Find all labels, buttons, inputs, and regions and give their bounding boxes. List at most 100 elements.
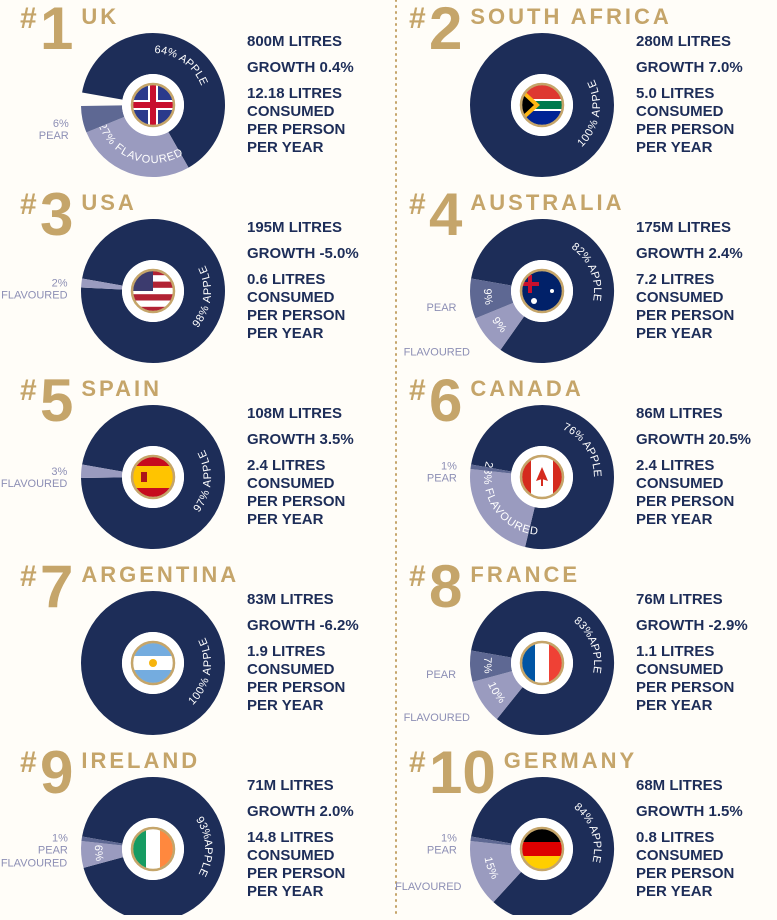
stat-line: PER YEAR [247, 883, 324, 900]
donut-segment [102, 468, 103, 478]
segment-label: 7% [481, 657, 494, 675]
rank-number: 7 [40, 553, 73, 620]
stat-line: 1.9 LITRES [247, 643, 325, 660]
segment-label-path: 7% [481, 657, 494, 675]
country-name: SOUTH AFRICA [470, 4, 671, 29]
donut-segment [102, 282, 103, 288]
country-name: SPAIN [81, 376, 162, 401]
stat-line: PER PERSON [636, 121, 734, 138]
segment-outer-label: PEAR [426, 669, 456, 681]
country-name: IRELAND [81, 748, 200, 773]
flag-part [149, 659, 157, 667]
stat-line: GROWTH 2.0% [247, 803, 354, 820]
stat-line: PER YEAR [636, 511, 713, 528]
stat-line: PER PERSON [247, 307, 345, 324]
rank-symbol: # [20, 188, 37, 221]
stat-line: 108M LITRES [247, 405, 342, 422]
stat-line: PER YEAR [636, 325, 713, 342]
segment-outer-label: PEAR [427, 302, 457, 314]
stat-line: CONSUMED [247, 289, 335, 306]
stat-line: CONSUMED [247, 661, 335, 678]
stat-line: 2.4 LITRES [636, 457, 714, 474]
stat-line: PER PERSON [247, 679, 345, 696]
segment-outer-label: FLAVOURED [404, 347, 470, 359]
stat-line: GROWTH 2.4% [636, 245, 743, 262]
rank-symbol: # [409, 374, 426, 407]
stat-line: 0.8 LITRES [636, 829, 714, 846]
rank-number: 10 [429, 739, 496, 806]
stat-line: 14.8 LITRES [247, 829, 334, 846]
rank-number: 6 [429, 367, 462, 434]
rank-number: 8 [429, 553, 462, 620]
flag-part [541, 479, 543, 486]
rank-number: 5 [40, 367, 73, 434]
rank-symbol: # [409, 188, 426, 221]
flag-part [131, 102, 175, 108]
stat-line: GROWTH 0.4% [247, 59, 354, 76]
segment-outer-label: 1% [441, 461, 457, 473]
segment-outer-label: 1% [441, 833, 457, 845]
segment-outer-label: FLAVOURED [404, 712, 470, 724]
stat-line: PER PERSON [636, 493, 734, 510]
stat-line: 0.6 LITRES [247, 271, 325, 288]
rank-symbol: # [20, 374, 37, 407]
stat-line: PER YEAR [247, 139, 324, 156]
country-name: AUSTRALIA [470, 190, 624, 215]
stat-line: 800M LITRES [247, 33, 342, 50]
stat-line: 5.0 LITRES [636, 85, 714, 102]
flag-part [550, 289, 554, 293]
rank-symbol: # [20, 2, 37, 35]
stat-line: PER PERSON [636, 307, 734, 324]
segment-label-path: 9% [481, 288, 495, 306]
flag-part [535, 641, 549, 685]
segment-label-path: 6% [92, 845, 105, 863]
stat-line: PER YEAR [247, 325, 324, 342]
stat-line: PER PERSON [636, 679, 734, 696]
stat-line: PER PERSON [247, 865, 345, 882]
flag-part [531, 298, 537, 304]
stat-line: PER YEAR [636, 697, 713, 714]
stat-line: CONSUMED [636, 103, 724, 120]
rank-symbol: # [409, 746, 426, 779]
stat-line: 86M LITRES [636, 405, 723, 422]
country-name: FRANCE [470, 562, 580, 587]
rank-symbol: # [20, 746, 37, 779]
stat-line: GROWTH -6.2% [247, 617, 359, 634]
stat-line: CONSUMED [247, 103, 335, 120]
stat-line: GROWTH 1.5% [636, 803, 743, 820]
stat-line: 76M LITRES [636, 591, 723, 608]
segment-outer-label: PEAR [38, 845, 68, 857]
segment-outer-label: 3% [51, 466, 67, 478]
flag-part [520, 842, 564, 856]
segment-label: 9% [481, 288, 495, 306]
segment-outer-label: FLAVOURED [1, 858, 67, 870]
stat-line: 175M LITRES [636, 219, 731, 236]
stat-line: PER YEAR [636, 883, 713, 900]
country-name: USA [81, 190, 136, 215]
stat-line: PER YEAR [636, 139, 713, 156]
rank-symbol: # [20, 560, 37, 593]
stat-line: 68M LITRES [636, 777, 723, 794]
stat-line: GROWTH 3.5% [247, 431, 354, 448]
stat-line: PER PERSON [247, 493, 345, 510]
stat-line: CONSUMED [636, 661, 724, 678]
stat-line: 12.18 LITRES [247, 85, 342, 102]
flag-part [131, 466, 175, 488]
country-name: CANADA [470, 376, 583, 401]
segment-outer-label: PEAR [39, 130, 69, 142]
stat-line: CONSUMED [636, 475, 724, 492]
flag-part [131, 294, 175, 300]
stat-line: PER PERSON [636, 865, 734, 882]
stat-line: 7.2 LITRES [636, 271, 714, 288]
stat-line: CONSUMED [636, 847, 724, 864]
stat-line: 83M LITRES [247, 591, 334, 608]
stat-line: 280M LITRES [636, 33, 731, 50]
stat-line: 71M LITRES [247, 777, 334, 794]
stat-line: CONSUMED [636, 289, 724, 306]
rank-symbol: # [409, 2, 426, 35]
segment-outer-label: FLAVOURED [1, 478, 67, 490]
rank-number: 9 [40, 739, 73, 806]
segment-outer-label: PEAR [427, 473, 457, 485]
country-name: UK [81, 4, 119, 29]
